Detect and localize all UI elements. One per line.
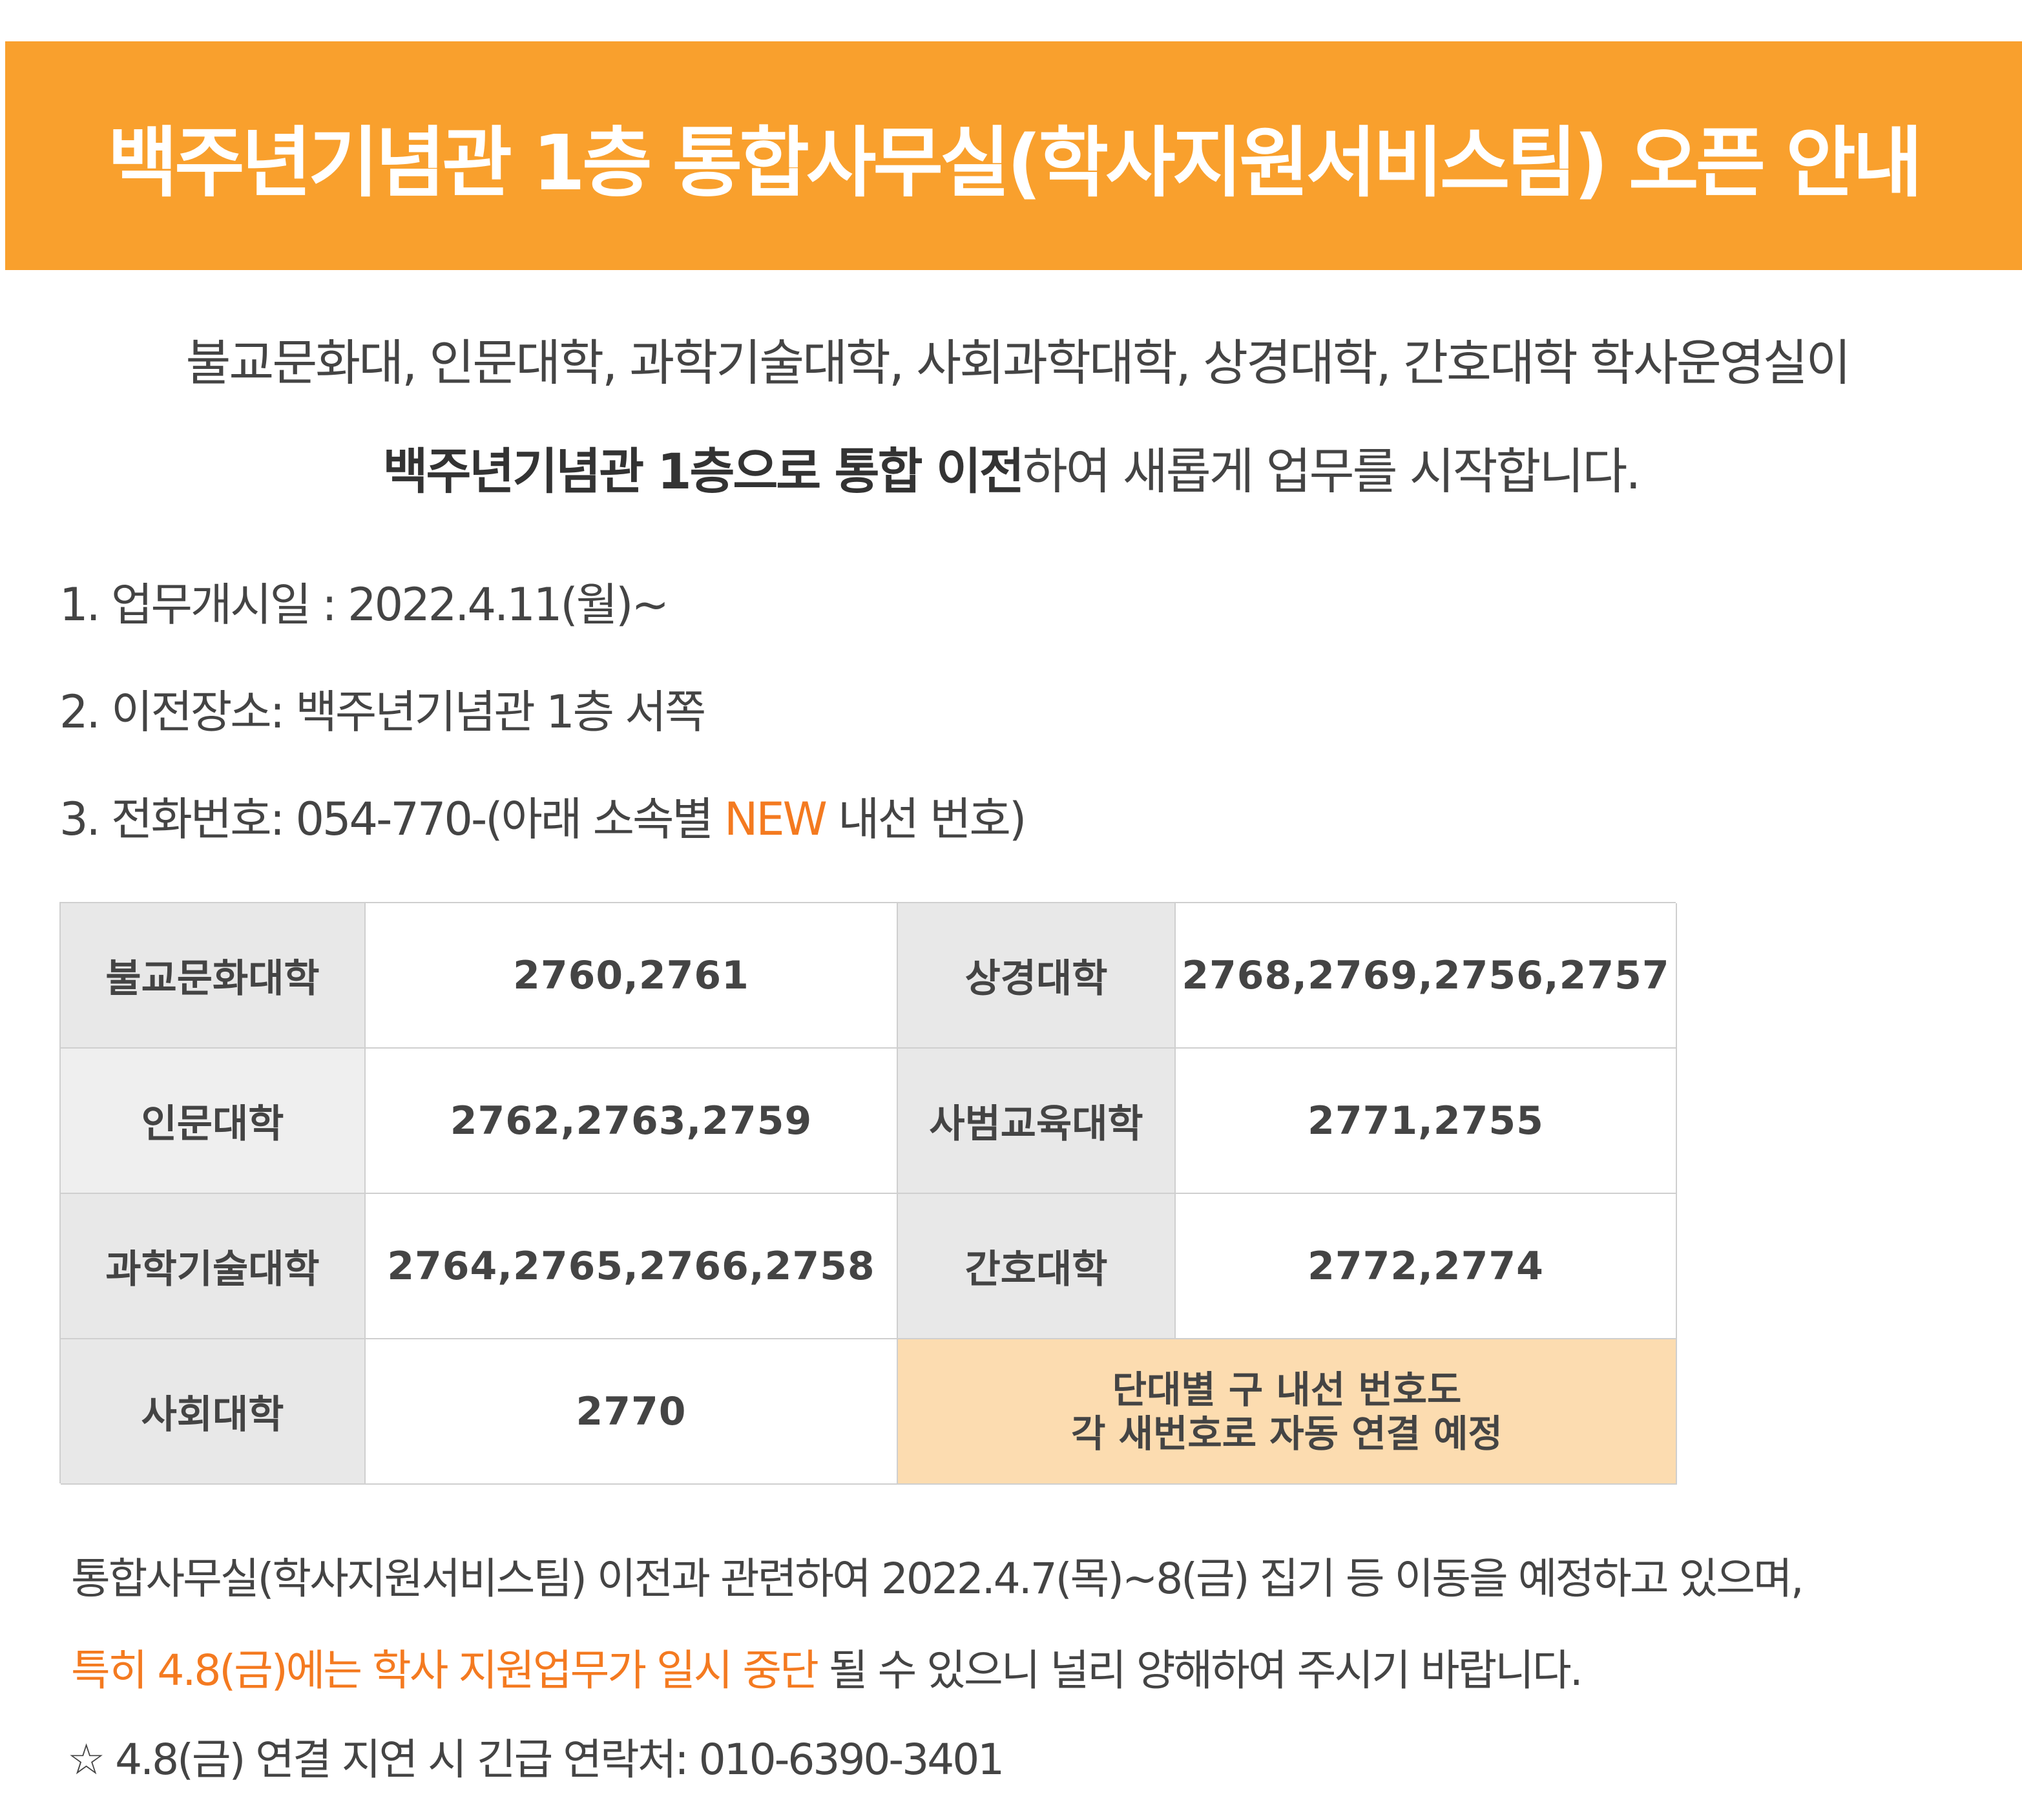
footer-move-notice: 통합사무실(학사지원서비스팀) 이전과 관련하여 2022.4.7(목)~8(금…	[71, 1554, 1804, 1604]
item-location: 2. 이전장소: 백주년기념관 1층 서쪽	[59, 685, 706, 738]
table-value-cell: 2770	[366, 1339, 898, 1485]
item-phone-suffix: 내선 번호)	[825, 793, 1027, 846]
suspension-rest: 될 수 있으니 널리 양해하여 주시기 바랍니다.	[817, 1646, 1583, 1695]
emergency-contact: ☆ 4.8(금) 연결 지연 시 긴급 연락처: 010-6390-3401	[67, 1735, 1005, 1784]
title-banner: 백주년기념관 1층 통합사무실(학사지원서비스팀) 오픈 안내	[5, 41, 2022, 270]
table-label-cell: 상경대학	[898, 903, 1176, 1049]
table-value-cell: 2772,2774	[1176, 1194, 1677, 1339]
extension-table: 불교문화대학 2760,2761 상경대학 2768,2769,2756,275…	[59, 902, 1677, 1485]
table-label-cell: 과학기술대학	[61, 1194, 366, 1339]
table-value-cell: 2768,2769,2756,2757	[1176, 903, 1677, 1049]
auto-forward-note: 단대별 구 내선 번호도 각 새번호로 자동 연결 예정	[898, 1339, 1677, 1485]
table-label-cell: 사범교육대학	[898, 1049, 1176, 1194]
intro-line-2-rest: 하여 새롭게 업무를 시작합니다.	[1022, 443, 1642, 500]
item-phone-prefix: 3. 전화번호: 054-770-(아래 소속별	[59, 793, 725, 846]
table-value-cell: 2764,2765,2766,2758	[366, 1194, 898, 1339]
intro-line-2: 백주년기념관 1층으로 통합 이전하여 새롭게 업무를 시작합니다.	[0, 432, 2022, 503]
table-label-cell: 불교문화대학	[61, 903, 366, 1049]
item-phone: 3. 전화번호: 054-770-(아래 소속별 NEW 내선 번호)	[59, 783, 1027, 848]
table-value-cell: 2771,2755	[1176, 1049, 1677, 1194]
footer-suspension-notice: 특히 4.8(금)에는 학사 지원업무가 일시 중단 될 수 있으니 널리 양해…	[71, 1636, 1583, 1698]
intro-line-2-bold: 백주년기념관 1층으로 통합 이전	[382, 443, 1025, 500]
note-line-1: 단대별 구 내선 번호도	[1112, 1367, 1462, 1412]
item-start-date: 1. 업무개시일 : 2022.4.11(월)~	[59, 578, 669, 631]
table-value-cell: 2762,2763,2759	[366, 1049, 898, 1194]
page-title: 백주년기념관 1층 통합사무실(학사지원서비스팀) 오픈 안내	[107, 118, 1923, 207]
table-label-cell: 인문대학	[61, 1049, 366, 1194]
suspension-highlight: 특히 4.8(금)에는 학사 지원업무가 일시 중단	[71, 1646, 819, 1695]
table-label-cell: 간호대학	[898, 1194, 1176, 1339]
note-line-2: 각 새번호로 자동 연결 예정	[1071, 1411, 1503, 1456]
table-label-cell: 사회대학	[61, 1339, 366, 1485]
table-value-cell: 2760,2761	[366, 903, 898, 1049]
intro-line-1: 불교문화대, 인문대학, 과학기술대학, 사회과학대학, 상경대학, 간호대학 …	[185, 334, 1851, 392]
new-badge-text: NEW	[724, 793, 828, 846]
